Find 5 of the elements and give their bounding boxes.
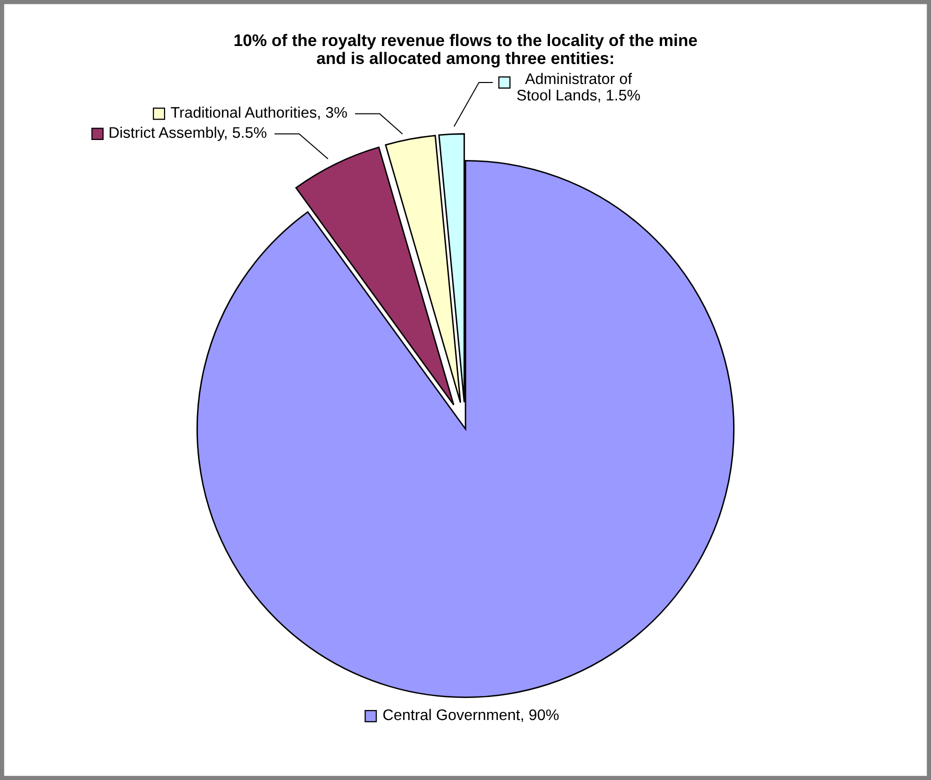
legend-label: Central Government, 90% — [383, 708, 559, 722]
chart-title: 10% of the royalty revenue flows to the locality of the mine and is allocated among three entities: — [234, 34, 697, 68]
legend-label: District Assembly, 5.5% — [110, 126, 266, 141]
legend-label: Traditional Authorities, 3% — [170, 106, 347, 120]
legend-label: Administrator of Stool Lands, 1.5% — [517, 72, 640, 102]
